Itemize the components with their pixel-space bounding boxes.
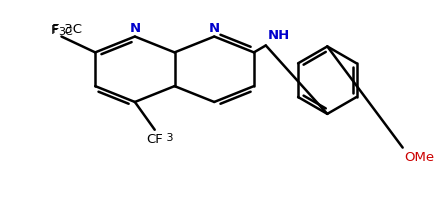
Text: F: F [52,22,60,35]
Text: 3C: 3C [60,22,82,35]
Text: 3C: 3C [59,26,73,36]
Text: N: N [129,21,140,34]
Text: N: N [209,21,220,34]
Text: 3: 3 [163,132,173,142]
Text: F: F [51,23,59,36]
Text: NH: NH [268,29,290,42]
Text: OMe: OMe [405,150,435,163]
Text: CF: CF [146,132,163,145]
